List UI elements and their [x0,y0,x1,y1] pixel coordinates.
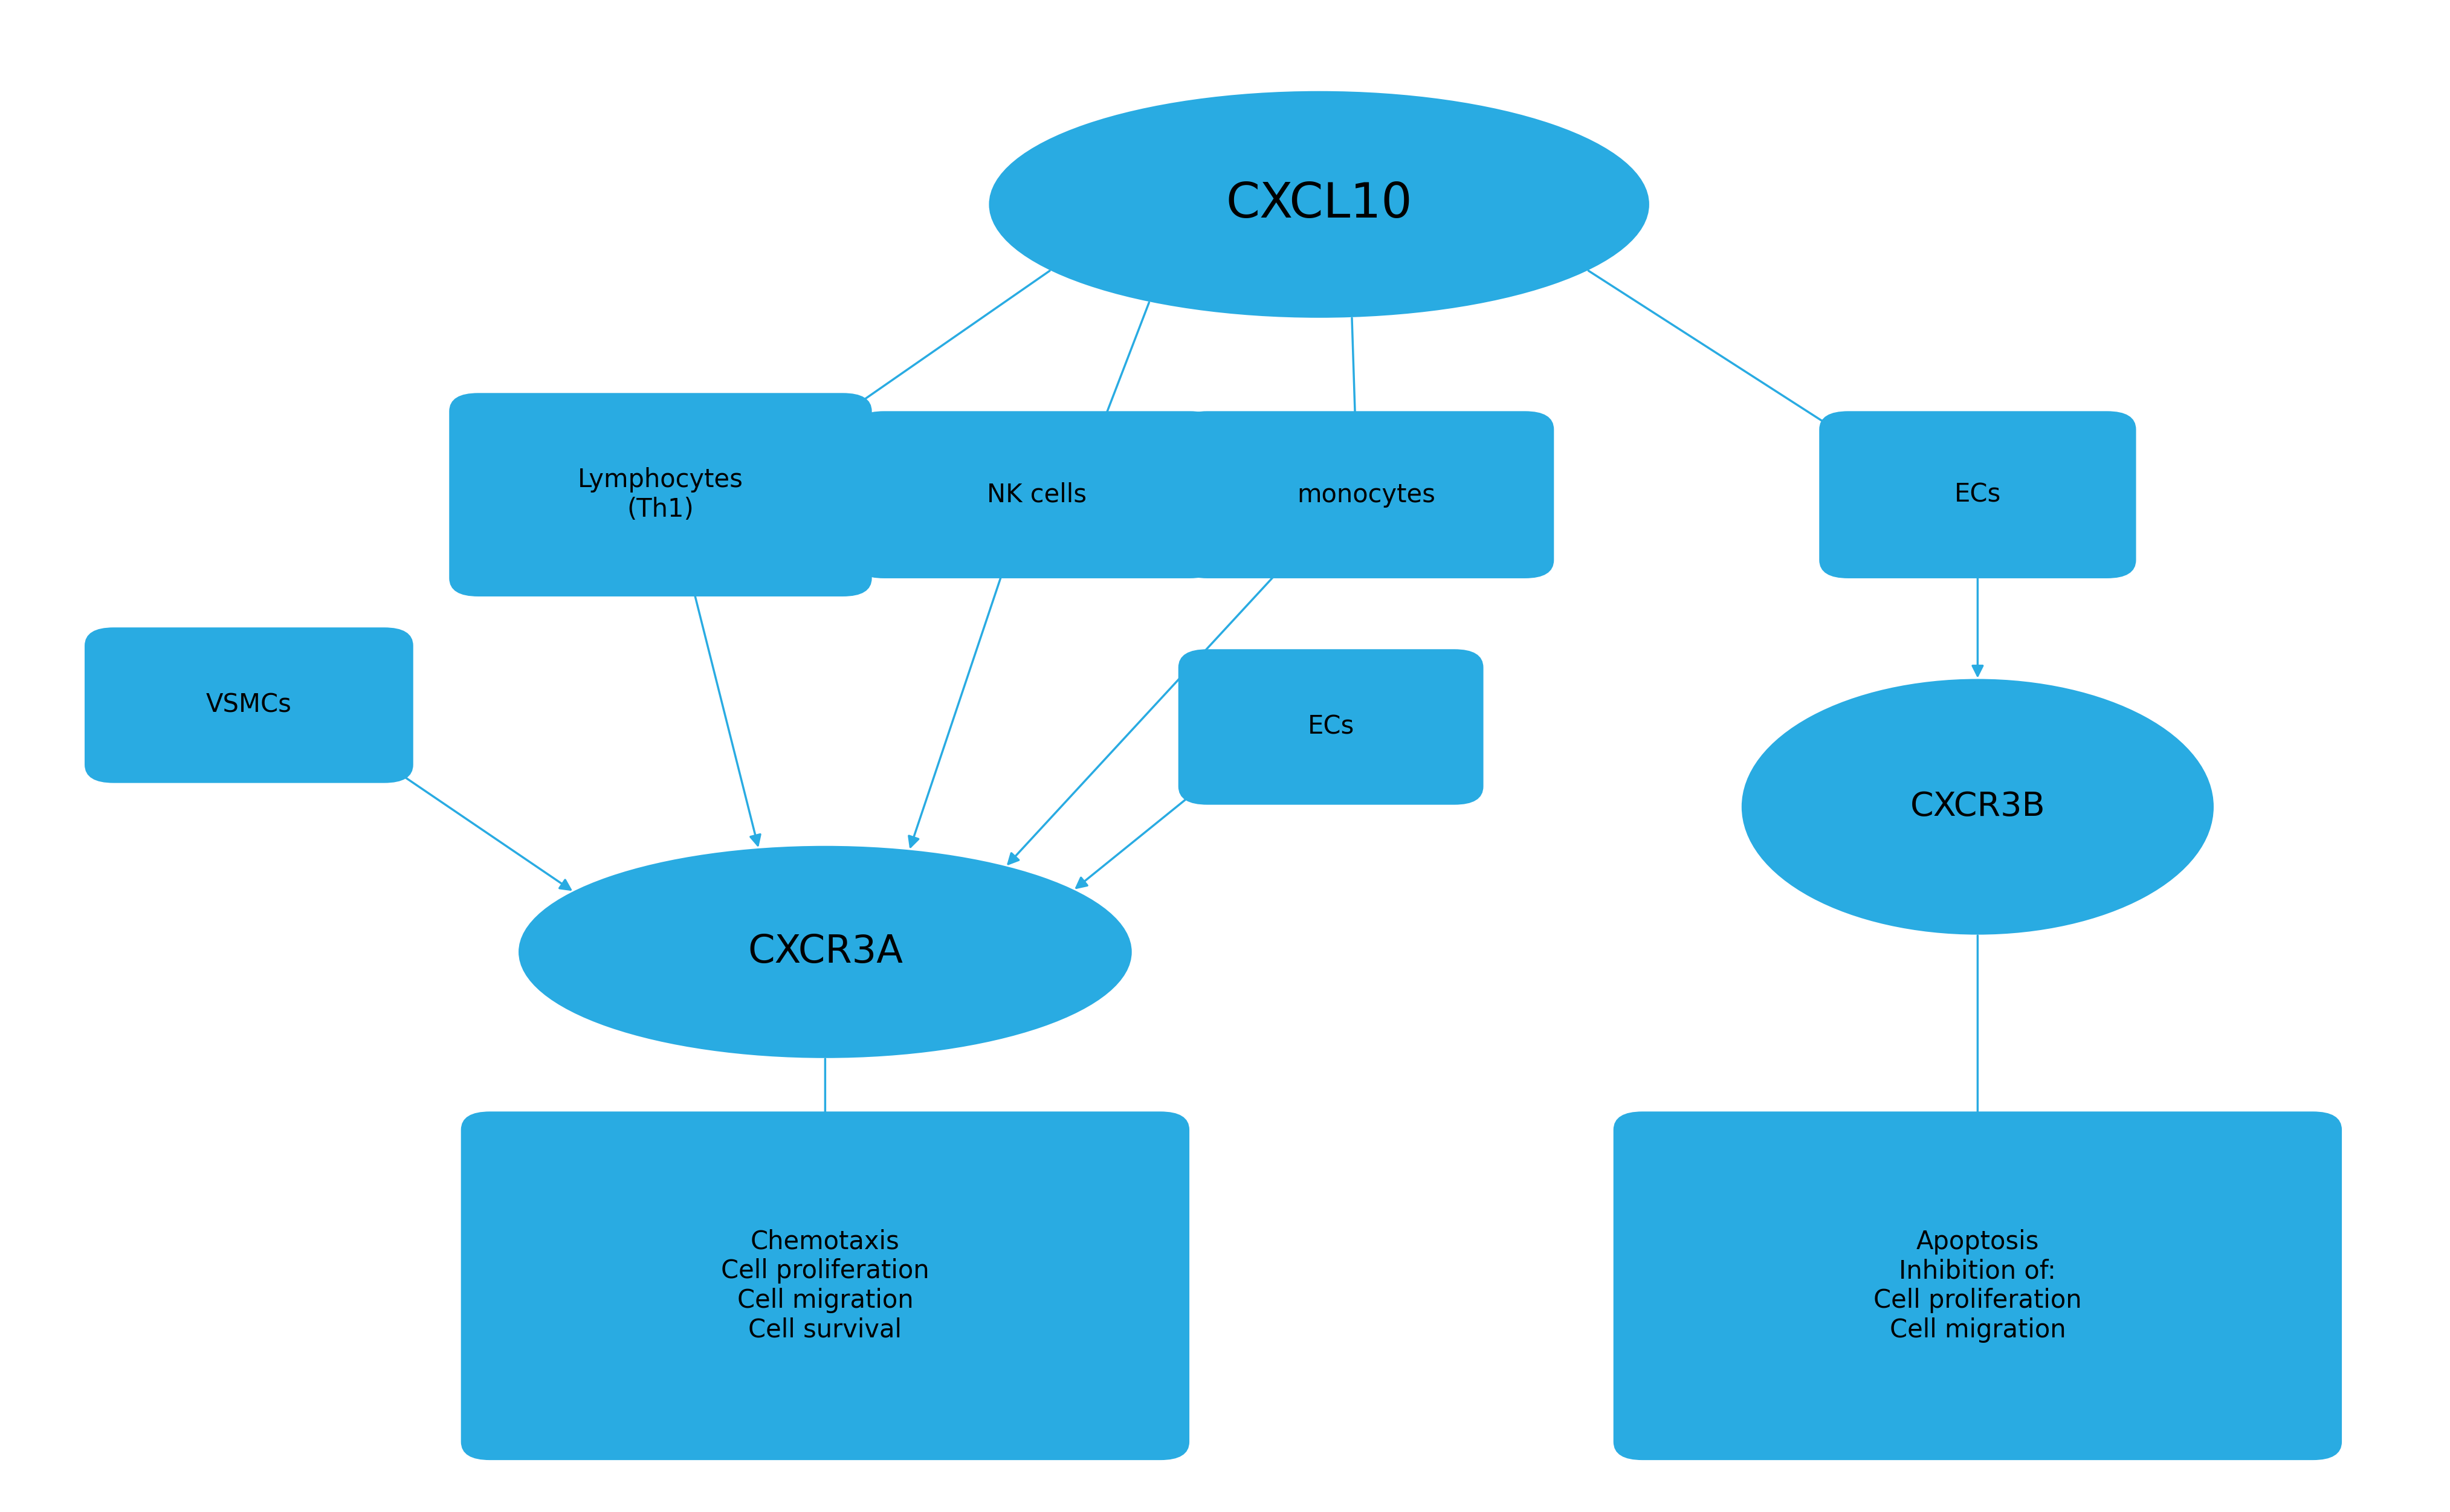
Text: Chemotaxis
Cell proliferation
Cell migration
Cell survival: Chemotaxis Cell proliferation Cell migra… [720,1229,929,1343]
FancyBboxPatch shape [1178,411,1553,578]
Text: VSMCs: VSMCs [206,692,292,718]
Text: CXCR3B: CXCR3B [1911,791,2046,823]
Ellipse shape [519,847,1132,1057]
Text: CXCR3A: CXCR3A [747,933,902,971]
Text: CXCL10: CXCL10 [1225,181,1411,228]
Text: ECs: ECs [1955,482,2002,508]
FancyBboxPatch shape [1615,1113,2342,1459]
FancyBboxPatch shape [1178,650,1482,804]
Text: Apoptosis
Inhibition of:
Cell proliferation
Cell migration: Apoptosis Inhibition of: Cell proliferat… [1874,1229,2082,1343]
FancyBboxPatch shape [855,411,1218,578]
FancyBboxPatch shape [1820,411,2136,578]
Text: NK cells: NK cells [987,482,1088,508]
Text: monocytes: monocytes [1296,482,1436,508]
Text: Lymphocytes
(Th1): Lymphocytes (Th1) [578,467,742,522]
FancyBboxPatch shape [461,1113,1188,1459]
Text: ECs: ECs [1308,714,1355,739]
Ellipse shape [1742,680,2212,934]
FancyBboxPatch shape [86,629,412,782]
FancyBboxPatch shape [451,393,872,596]
Ellipse shape [990,92,1649,318]
